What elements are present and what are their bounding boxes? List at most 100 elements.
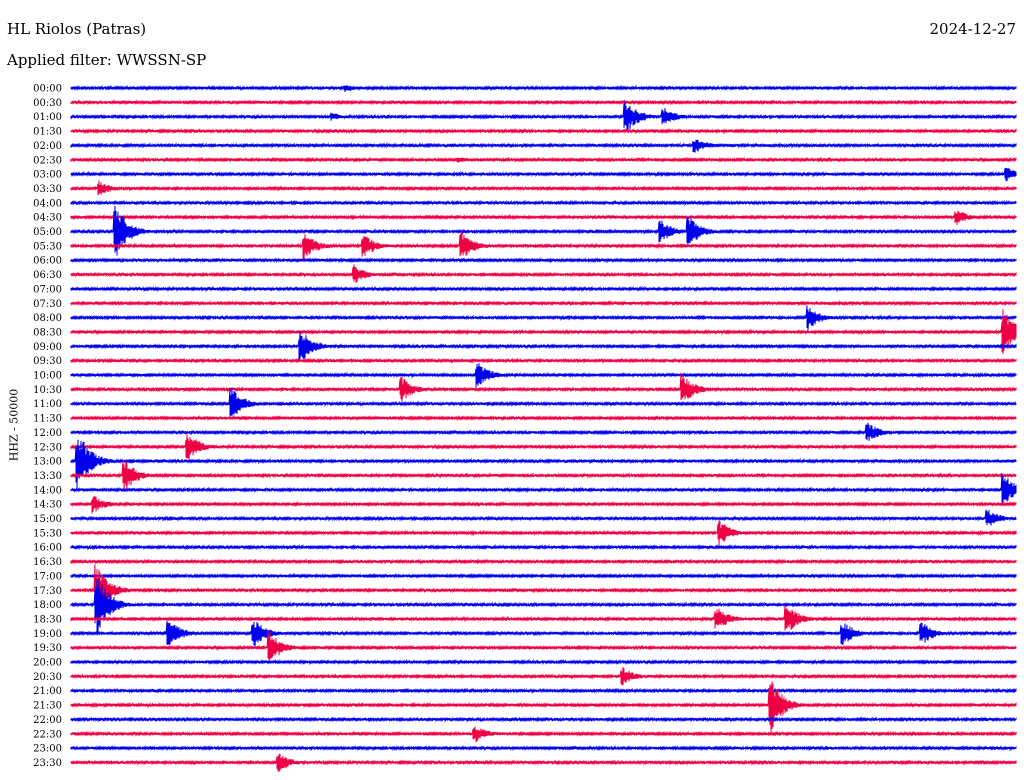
row-time-label: 19:30 xyxy=(33,643,62,654)
trace-line xyxy=(70,100,1017,131)
row-time-label: 16:30 xyxy=(33,557,62,568)
row-time-label: 20:00 xyxy=(33,658,62,669)
trace-line xyxy=(70,299,1017,307)
row-time-label: 16:00 xyxy=(33,543,62,554)
trace-line xyxy=(70,496,1017,514)
station-title: HL Riolos (Patras) xyxy=(7,20,147,38)
trace-line xyxy=(70,658,1017,666)
row-time-label: 07:00 xyxy=(33,284,62,295)
row-time-label: 03:30 xyxy=(33,184,62,195)
row-time-label: 17:30 xyxy=(33,586,62,597)
row-time-label: 08:30 xyxy=(33,327,62,338)
trace-line xyxy=(70,726,1017,743)
trace-line xyxy=(70,127,1017,135)
trace-line xyxy=(70,509,1017,526)
row-time-label: 00:00 xyxy=(33,84,62,95)
row-time-label: 05:30 xyxy=(33,241,62,252)
trace-line xyxy=(70,84,1017,93)
row-time-label: 14:00 xyxy=(33,485,62,496)
trace-line xyxy=(70,667,1017,686)
row-time-label: 06:30 xyxy=(33,270,62,281)
trace-line xyxy=(70,156,1017,164)
row-time-label: 23:00 xyxy=(33,744,62,755)
row-time-label: 15:30 xyxy=(33,528,62,539)
trace-line xyxy=(70,631,1017,664)
row-time-label: 06:00 xyxy=(33,256,62,267)
trace-line xyxy=(70,439,1017,489)
trace-line xyxy=(70,753,1017,773)
row-time-label: 17:00 xyxy=(33,571,62,582)
row-time-label: 23:30 xyxy=(33,758,62,769)
trace-line xyxy=(70,357,1017,364)
row-time-label: 05:00 xyxy=(33,227,62,238)
trace-line xyxy=(70,520,1017,546)
trace-line xyxy=(70,605,1017,631)
trace-line xyxy=(70,434,1017,460)
trace-line xyxy=(70,167,1017,182)
row-time-label: 18:00 xyxy=(33,600,62,611)
trace-line xyxy=(70,744,1017,752)
trace-line xyxy=(70,305,1017,331)
row-time-label: 13:30 xyxy=(33,471,62,482)
row-time-label: 04:30 xyxy=(33,213,62,224)
row-time-label: 21:30 xyxy=(33,701,62,712)
row-time-label: 11:30 xyxy=(33,414,62,425)
row-time-label: 15:00 xyxy=(33,514,62,525)
trace-line xyxy=(70,285,1017,293)
trace-line xyxy=(70,309,1017,354)
trace-line xyxy=(70,180,1017,196)
trace-line xyxy=(70,231,1017,261)
trace-line xyxy=(70,205,1017,256)
row-time-label: 10:00 xyxy=(33,371,62,382)
trace-line xyxy=(70,387,1017,418)
trace-line xyxy=(70,139,1017,153)
trace-line xyxy=(70,687,1017,695)
trace-line xyxy=(70,543,1017,551)
trace-line xyxy=(70,264,1017,283)
row-time-label: 08:00 xyxy=(33,313,62,324)
row-time-label: 09:00 xyxy=(33,342,62,353)
trace-line xyxy=(70,422,1017,441)
row-time-label: 00:30 xyxy=(33,98,62,109)
trace-line xyxy=(70,579,1017,636)
row-time-label: 01:30 xyxy=(33,127,62,138)
row-time-label: 01:00 xyxy=(33,112,62,123)
row-time-label: 09:30 xyxy=(33,356,62,367)
trace-line xyxy=(70,210,1017,226)
trace-line xyxy=(70,256,1017,264)
trace-line xyxy=(70,473,1017,503)
row-time-label: 12:30 xyxy=(33,442,62,453)
row-time-label: 19:00 xyxy=(33,629,62,640)
row-time-label: 10:30 xyxy=(33,385,62,396)
row-time-label: 04:00 xyxy=(33,198,62,209)
trace-line xyxy=(70,460,1017,493)
trace-line xyxy=(70,564,1017,619)
trace-line xyxy=(70,681,1017,733)
row-time-label: 02:30 xyxy=(33,155,62,166)
row-time-label: 13:00 xyxy=(33,457,62,468)
row-time-label: 03:00 xyxy=(33,170,62,181)
trace-line xyxy=(70,363,1017,388)
trace-line xyxy=(70,330,1017,362)
row-time-label: 20:30 xyxy=(33,672,62,683)
trace-line xyxy=(70,99,1017,106)
date-label: 2024-12-27 xyxy=(929,20,1016,38)
row-time-label: 22:30 xyxy=(33,729,62,740)
row-time-label: 02:00 xyxy=(33,141,62,152)
row-time-label: 07:30 xyxy=(33,299,62,310)
row-time-label: 22:00 xyxy=(33,715,62,726)
trace-line xyxy=(70,716,1017,723)
trace-line xyxy=(70,558,1017,565)
filter-label: Applied filter: WWSSN-SP xyxy=(7,51,207,69)
trace-line xyxy=(70,572,1017,580)
row-time-label: 18:30 xyxy=(33,614,62,625)
row-time-label: 14:30 xyxy=(33,500,62,511)
row-time-label: 11:00 xyxy=(33,399,62,410)
trace-line xyxy=(70,199,1017,207)
row-time-label: 12:00 xyxy=(33,428,62,439)
trace-line xyxy=(70,414,1017,422)
trace-line xyxy=(70,620,1017,647)
row-time-label: 21:00 xyxy=(33,686,62,697)
trace-line xyxy=(70,372,1017,402)
